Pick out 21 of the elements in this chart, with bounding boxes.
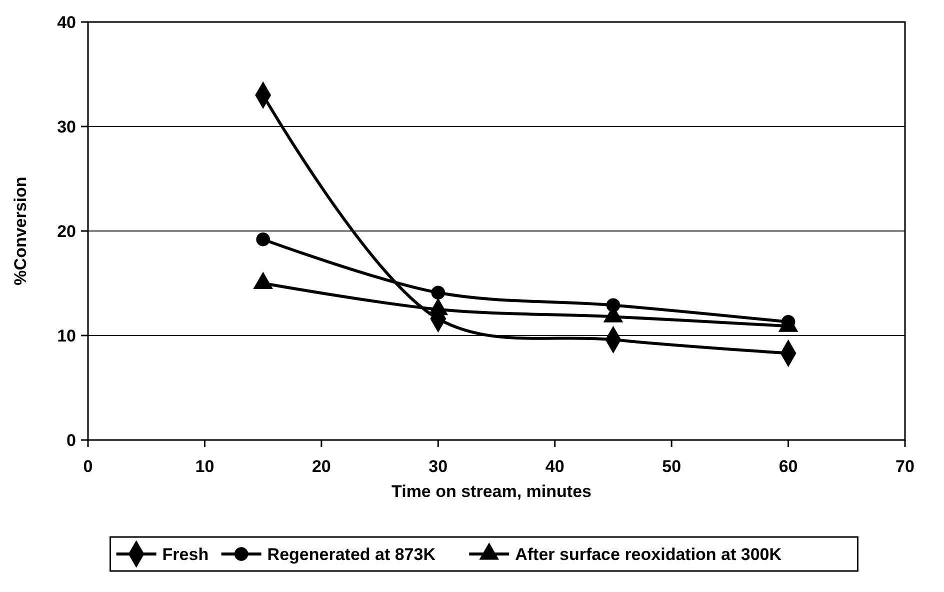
x-tick-label: 70: [896, 457, 914, 476]
point: [431, 286, 446, 300]
y-tick-label: 30: [57, 118, 76, 136]
x-tick-label: 20: [312, 457, 331, 476]
x-tick-label: 40: [545, 457, 564, 476]
legend-label: After surface reoxidation at 300K: [515, 545, 782, 564]
legend-label: Fresh: [162, 545, 209, 564]
point: [606, 298, 620, 312]
x-tick-label: 30: [428, 457, 448, 476]
x-tick-label: 0: [83, 457, 93, 476]
y-tick-label: 10: [57, 326, 76, 346]
y-tick-label: 20: [57, 222, 76, 241]
y-tick-label: 40: [57, 13, 76, 32]
x-tick-label: 10: [195, 457, 214, 476]
x-tick-label: 60: [778, 457, 798, 476]
y-axis-title: %Conversion: [11, 176, 30, 286]
point: [256, 232, 270, 246]
legend-label: Regenerated at 873K: [267, 545, 436, 564]
x-axis-title: Time on stream, minutes: [392, 482, 592, 501]
x-tick-label: 50: [662, 457, 682, 476]
y-tick-label: 0: [66, 431, 76, 450]
